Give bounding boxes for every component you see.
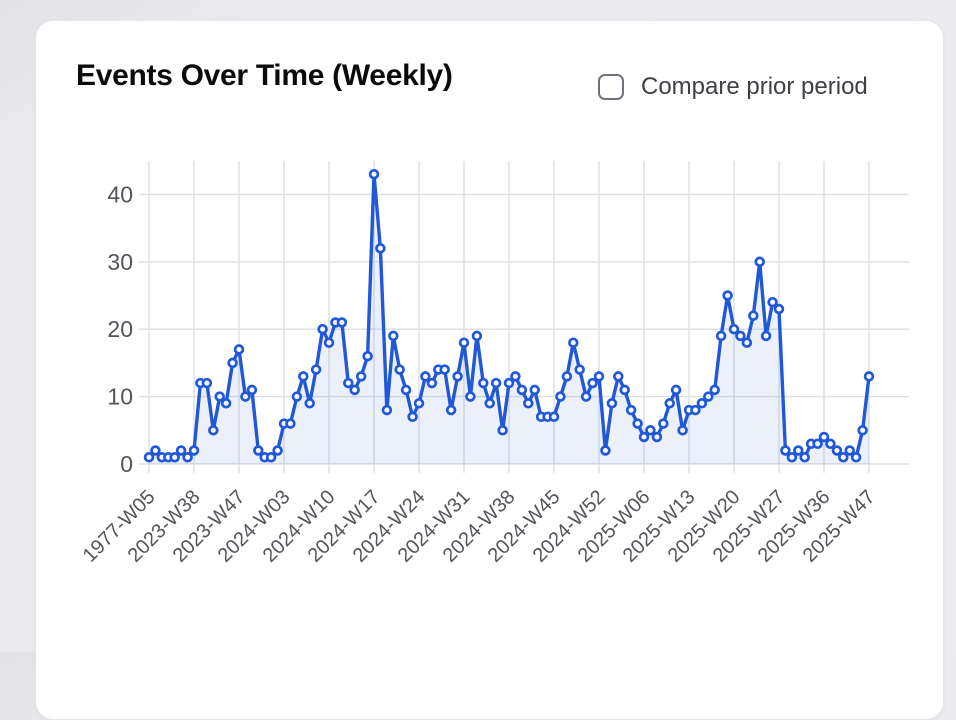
compare-checkbox-label: Compare prior period	[641, 73, 868, 100]
svg-text:2023-W38: 2023-W38	[124, 486, 205, 567]
page-background: Events Over Time (Weekly) Compare prior …	[35, 20, 944, 720]
svg-text:10: 10	[107, 384, 133, 410]
svg-text:2025-W20: 2025-W20	[664, 486, 745, 567]
svg-text:2025-W06: 2025-W06	[574, 486, 655, 567]
svg-text:2024-W45: 2024-W45	[484, 486, 565, 567]
svg-text:2025-W13: 2025-W13	[619, 486, 700, 567]
svg-text:1977-W05: 1977-W05	[79, 486, 160, 567]
svg-text:2024-W03: 2024-W03	[214, 486, 295, 567]
svg-text:2023-W47: 2023-W47	[169, 486, 250, 567]
svg-text:2024-W52: 2024-W52	[529, 486, 610, 567]
compare-checkbox[interactable]	[598, 74, 624, 100]
events-over-time-card: Events Over Time (Weekly) Compare prior …	[35, 20, 944, 720]
svg-text:0: 0	[120, 451, 133, 477]
svg-text:40: 40	[107, 181, 133, 207]
svg-text:2024-W38: 2024-W38	[439, 486, 520, 567]
compare-prior-period-control: Compare prior period	[598, 73, 868, 101]
svg-text:2025-W27: 2025-W27	[709, 486, 790, 567]
svg-text:2025-W47: 2025-W47	[799, 486, 880, 567]
svg-text:2025-W36: 2025-W36	[754, 486, 835, 567]
svg-text:20: 20	[107, 316, 133, 342]
svg-text:30: 30	[107, 249, 133, 275]
svg-text:2024-W17: 2024-W17	[304, 486, 385, 567]
svg-text:2024-W10: 2024-W10	[259, 486, 340, 567]
svg-text:2024-W24: 2024-W24	[349, 486, 430, 567]
chart-title: Events Over Time (Weekly)	[76, 59, 453, 92]
svg-text:2024-W31: 2024-W31	[394, 486, 475, 567]
